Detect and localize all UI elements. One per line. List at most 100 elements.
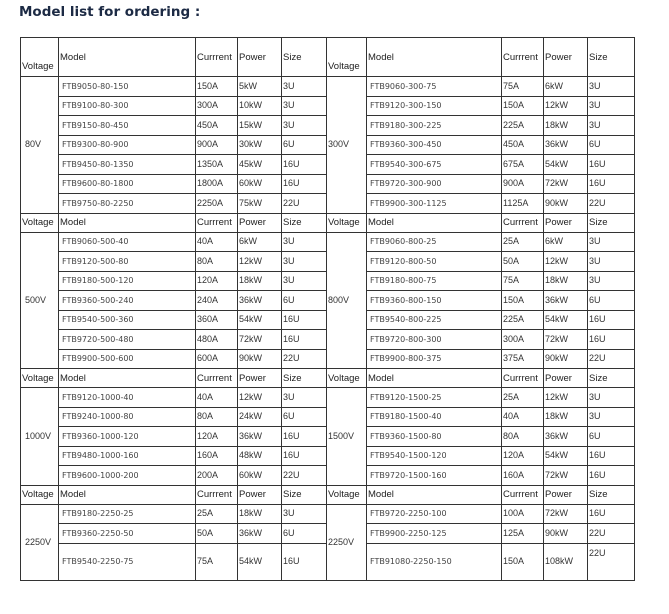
size-cell: 16U	[587, 465, 635, 486]
size-cell: 3U	[281, 76, 327, 97]
current-cell: 75A	[501, 76, 544, 97]
model-cell: FTB9180-800-75	[366, 270, 502, 291]
voltage-cell: 2250V	[20, 503, 59, 581]
voltage-cell: 300V	[326, 76, 367, 214]
size-cell: 6U	[587, 134, 635, 155]
current-cell: 225A	[501, 309, 544, 330]
current-cell: 900A	[501, 173, 544, 194]
voltage-cell: 500V	[20, 231, 59, 369]
model-cell: FTB9540-500-360	[58, 309, 196, 330]
power-cell: 15kW	[237, 115, 282, 136]
current-cell: 450A	[195, 115, 238, 136]
header-model: Model	[366, 484, 502, 505]
voltage-cell: 80V	[20, 76, 59, 214]
power-cell: 24kW	[237, 406, 282, 427]
header-size: Size	[587, 212, 635, 233]
size-cell: 16U	[281, 154, 327, 175]
table-row: 500V FTB9060-500-40 40A 6kW 3U 800V FTB9060-80…	[20, 231, 635, 369]
current-cell: 120A	[501, 445, 544, 466]
header-voltage: Voltage	[20, 212, 59, 233]
header-power: Power	[237, 484, 282, 505]
model-cell: FTB9180-1500-40	[366, 406, 502, 427]
size-cell: 16U	[587, 503, 635, 524]
model-cell: FTB9720-1500-160	[366, 465, 502, 486]
current-cell: 80A	[501, 426, 544, 447]
size-cell: 3U	[281, 251, 327, 272]
header-voltage: Voltage	[326, 37, 367, 77]
header-model: Model	[366, 212, 502, 233]
current-cell: 900A	[195, 134, 238, 155]
model-cell: FTB9720-2250-100	[366, 503, 502, 524]
current-cell: 40A	[501, 406, 544, 427]
header-model: Model	[58, 212, 196, 233]
table-row: FTB9360-1000-120 120A 36kW 16U FTB9360-1500-…	[21, 426, 635, 447]
table-row: FTB9600-80-1800 1800A 60kW 16U FTB9720-300-9…	[21, 173, 635, 194]
header-row: Voltage Model Currrent Power Size Voltage Mode…	[20, 212, 635, 233]
size-cell: 3U	[281, 95, 327, 116]
power-cell: 75kW	[237, 193, 282, 214]
size-cell: 6U	[587, 290, 635, 311]
header-power: Power	[543, 484, 588, 505]
size-cell: 16U	[587, 309, 635, 330]
model-cell: FTB9720-800-300	[366, 329, 502, 350]
header-current: Currrent	[501, 212, 544, 233]
size-cell: 3U	[281, 503, 327, 524]
current-cell: 360A	[195, 309, 238, 330]
current-cell: 600A	[195, 348, 238, 369]
model-cell: FTB9900-2250-125	[366, 523, 502, 544]
current-cell: 150A	[501, 95, 544, 116]
power-cell: 6kW	[543, 76, 588, 97]
page-title: Model list for ordering :	[19, 4, 201, 20]
model-cell: FTB9600-1000-200	[58, 465, 196, 486]
model-cell: FTB9120-500-80	[58, 251, 196, 272]
model-cell: FTB9120-1000-40	[58, 387, 196, 408]
current-cell: 25A	[501, 387, 544, 408]
current-cell: 1350A	[195, 154, 238, 175]
size-cell: 3U	[587, 115, 635, 136]
model-cell: FTB9360-2250-50	[58, 523, 196, 544]
header-current: Currrent	[501, 484, 544, 505]
power-cell: 30kW	[237, 134, 282, 155]
header-power: Power	[543, 368, 588, 388]
header-size: Size	[281, 368, 327, 388]
header-size: Size	[587, 368, 635, 388]
power-cell: 72kW	[237, 329, 282, 350]
table-row: 2250V FTB9180-2250-25 25A 18kW 3U 2250V FTB972…	[20, 503, 635, 581]
power-cell: 6kW	[543, 231, 588, 252]
current-cell: 80A	[195, 251, 238, 272]
header-voltage: Voltage	[20, 484, 59, 505]
current-cell: 120A	[195, 270, 238, 291]
header-model: Model	[58, 368, 196, 388]
size-cell: 6U	[281, 290, 327, 311]
model-cell: FTB9720-500-480	[58, 329, 196, 350]
power-cell: 36kW	[237, 290, 282, 311]
current-cell: 150A	[501, 290, 544, 311]
size-cell: 16U	[281, 173, 327, 194]
size-cell: 3U	[587, 231, 635, 252]
model-cell: FTB9450-80-1350	[58, 154, 196, 175]
power-cell: 5kW	[237, 76, 282, 97]
model-cell: FTB9360-300-450	[366, 134, 502, 155]
current-cell: 50A	[501, 251, 544, 272]
power-cell: 108kW	[543, 542, 588, 581]
power-cell: 72kW	[543, 465, 588, 486]
voltage-cell: 1000V	[20, 387, 59, 486]
header-current: Currrent	[195, 368, 238, 388]
power-cell: 12kW	[543, 251, 588, 272]
power-cell: 36kW	[543, 134, 588, 155]
current-cell: 675A	[501, 154, 544, 175]
header-row: Voltage Model Currrent Power Size Voltage Mode…	[20, 37, 635, 77]
size-cell: 3U	[587, 406, 635, 427]
current-cell: 160A	[501, 465, 544, 486]
model-cell: FTB9720-300-900	[366, 173, 502, 194]
size-cell: 22U	[281, 193, 327, 214]
power-cell: 72kW	[543, 173, 588, 194]
power-cell: 6kW	[237, 231, 282, 252]
header-size: Size	[587, 37, 635, 77]
current-cell: 300A	[195, 95, 238, 116]
size-cell: 22U	[587, 542, 635, 581]
table-row: FTB9600-1000-200 200A 60kW 22U FTB9720-1500-…	[21, 465, 635, 486]
current-cell: 75A	[501, 270, 544, 291]
header-voltage: Voltage	[326, 368, 367, 388]
model-cell: FTB9360-500-240	[58, 290, 196, 311]
